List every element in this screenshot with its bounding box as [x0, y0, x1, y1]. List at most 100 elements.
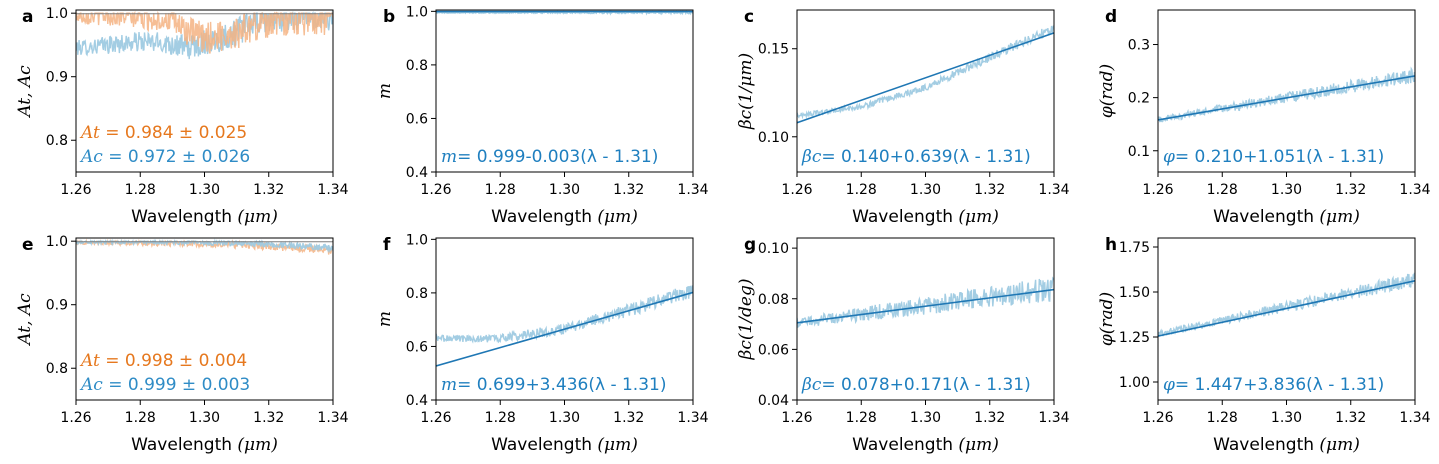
x-tick-label: 1.30 [910, 182, 941, 198]
y-axis-label: φ(rad) [1097, 292, 1117, 346]
series-fit [1158, 75, 1415, 121]
fit-annotation: βc= 0.140+0.639(λ - 1.31) [801, 147, 1031, 167]
y-tick-label: 1.75 [1119, 240, 1150, 256]
fit-annotation: Ac = 0.972 ± 0.026 [79, 147, 250, 167]
series-fit [797, 32, 1054, 124]
y-axis-label: m [375, 311, 395, 327]
plot-area [76, 238, 333, 255]
y-axis-label: At, Ac [15, 293, 35, 347]
series-measured [797, 276, 1054, 329]
panel-letter: f [383, 235, 391, 255]
y-tick-label: 0.1 [1128, 144, 1150, 160]
x-tick-label: 1.30 [549, 410, 580, 426]
panel-g: 1.26 1.28 1.30 1.32 1.34 0.04 0.06 0.08 0.10 Wave… [736, 235, 1070, 455]
plot-area [436, 285, 693, 367]
y-axis-label: βc(1/μm) [736, 53, 756, 130]
y-tick-label: 0.04 [758, 393, 789, 409]
x-tick-label: 1.26 [60, 410, 91, 426]
plot-area [797, 25, 1054, 124]
x-axis-label: Wavelength (μm) [852, 435, 999, 455]
x-tick-label: 1.34 [677, 410, 708, 426]
y-tick-label: 0.4 [406, 165, 428, 181]
x-tick-label: 1.32 [974, 182, 1005, 198]
x-tick-label: 1.28 [846, 182, 877, 198]
panel-letter: e [22, 235, 34, 255]
y-tick-label: 1.25 [1119, 330, 1150, 346]
y-tick-label: 0.8 [46, 133, 68, 149]
y-tick-label: 0.8 [406, 286, 428, 302]
x-tick-label: 1.30 [189, 182, 220, 198]
series-fit [797, 288, 1054, 324]
fit-annotation: m= 0.999-0.003(λ - 1.31) [441, 147, 658, 167]
x-tick-label: 1.30 [549, 182, 580, 198]
panel-letter: g [744, 235, 756, 255]
x-axis-label: Wavelength (μm) [491, 435, 638, 455]
fit-annotation: βc= 0.078+0.171(λ - 1.31) [801, 375, 1031, 395]
x-axis-label: Wavelength (μm) [1213, 207, 1360, 227]
y-tick-label: 0.2 [1128, 91, 1150, 107]
x-tick-label: 1.26 [60, 182, 91, 198]
y-tick-label: 1.0 [46, 234, 68, 250]
series-a-t [76, 10, 333, 54]
y-tick-label: 1.0 [46, 6, 68, 22]
series-measured [1158, 66, 1415, 123]
plot-area [436, 10, 693, 16]
panel-letter: b [383, 7, 395, 27]
plot-area [1158, 272, 1415, 337]
panel-a: 1.26 1.28 1.30 1.32 1.34 0.8 0.9 1.0 Wavelength … [15, 6, 349, 227]
panel-f: 1.26 1.28 1.30 1.32 1.34 0.4 0.6 0.8 1.0 Waveleng… [375, 232, 709, 455]
series-fit [436, 291, 693, 367]
x-tick-label: 1.34 [677, 182, 708, 198]
x-tick-label: 1.28 [1207, 410, 1238, 426]
x-tick-label: 1.26 [420, 182, 451, 198]
x-tick-label: 1.28 [125, 410, 156, 426]
y-tick-label: 1.0 [406, 4, 428, 20]
x-tick-label: 1.28 [846, 410, 877, 426]
x-tick-label: 1.30 [1271, 182, 1302, 198]
panel-letter: h [1105, 235, 1117, 255]
panel-letter: d [1105, 7, 1117, 27]
y-tick-label: 0.9 [46, 298, 68, 314]
x-tick-label: 1.28 [485, 182, 516, 198]
x-tick-label: 1.34 [317, 182, 348, 198]
x-tick-label: 1.34 [1399, 182, 1430, 198]
x-tick-label: 1.28 [125, 182, 156, 198]
x-tick-label: 1.32 [1335, 410, 1366, 426]
y-axis-label: m [375, 83, 395, 99]
x-tick-label: 1.32 [974, 410, 1005, 426]
x-tick-label: 1.26 [1142, 410, 1173, 426]
series-a-c [76, 238, 333, 254]
x-tick-label: 1.30 [910, 410, 941, 426]
series-measured [1158, 272, 1415, 337]
x-tick-label: 1.34 [1038, 410, 1069, 426]
y-tick-label: 1.0 [406, 232, 428, 248]
fit-annotation: φ= 1.447+3.836(λ - 1.31) [1163, 375, 1384, 395]
x-tick-label: 1.32 [613, 182, 644, 198]
x-tick-label: 1.32 [613, 410, 644, 426]
series-fit [1158, 280, 1415, 337]
panel-h: 1.26 1.28 1.30 1.32 1.34 1.00 1.25 1.50 1.75 Wave… [1097, 235, 1431, 455]
x-tick-label: 1.32 [253, 182, 284, 198]
plot-area [1158, 66, 1415, 123]
y-tick-label: 0.06 [758, 342, 789, 358]
y-tick-label: 0.9 [46, 70, 68, 86]
x-tick-label: 1.28 [1207, 182, 1238, 198]
y-axis-label: At, Ac [15, 65, 35, 119]
x-tick-label: 1.34 [1399, 410, 1430, 426]
x-tick-label: 1.30 [1271, 410, 1302, 426]
series-measured [436, 285, 693, 344]
panel-c: 1.26 1.28 1.30 1.32 1.34 0.10 0.15 Wavelength (… [736, 7, 1070, 227]
y-tick-label: 0.6 [406, 111, 428, 127]
fit-annotation: m= 0.699+3.436(λ - 1.31) [441, 375, 666, 395]
panel-letter: a [22, 7, 33, 27]
plot-area [797, 276, 1054, 329]
x-tick-label: 1.34 [1038, 182, 1069, 198]
x-axis-label: Wavelength (μm) [852, 207, 999, 227]
x-tick-label: 1.26 [781, 182, 812, 198]
x-tick-label: 1.26 [781, 410, 812, 426]
fit-annotation: At = 0.984 ± 0.025 [79, 123, 247, 143]
y-tick-label: 1.00 [1119, 375, 1150, 391]
fit-annotation: Ac = 0.999 ± 0.003 [79, 375, 250, 395]
y-tick-label: 0.10 [758, 241, 789, 257]
